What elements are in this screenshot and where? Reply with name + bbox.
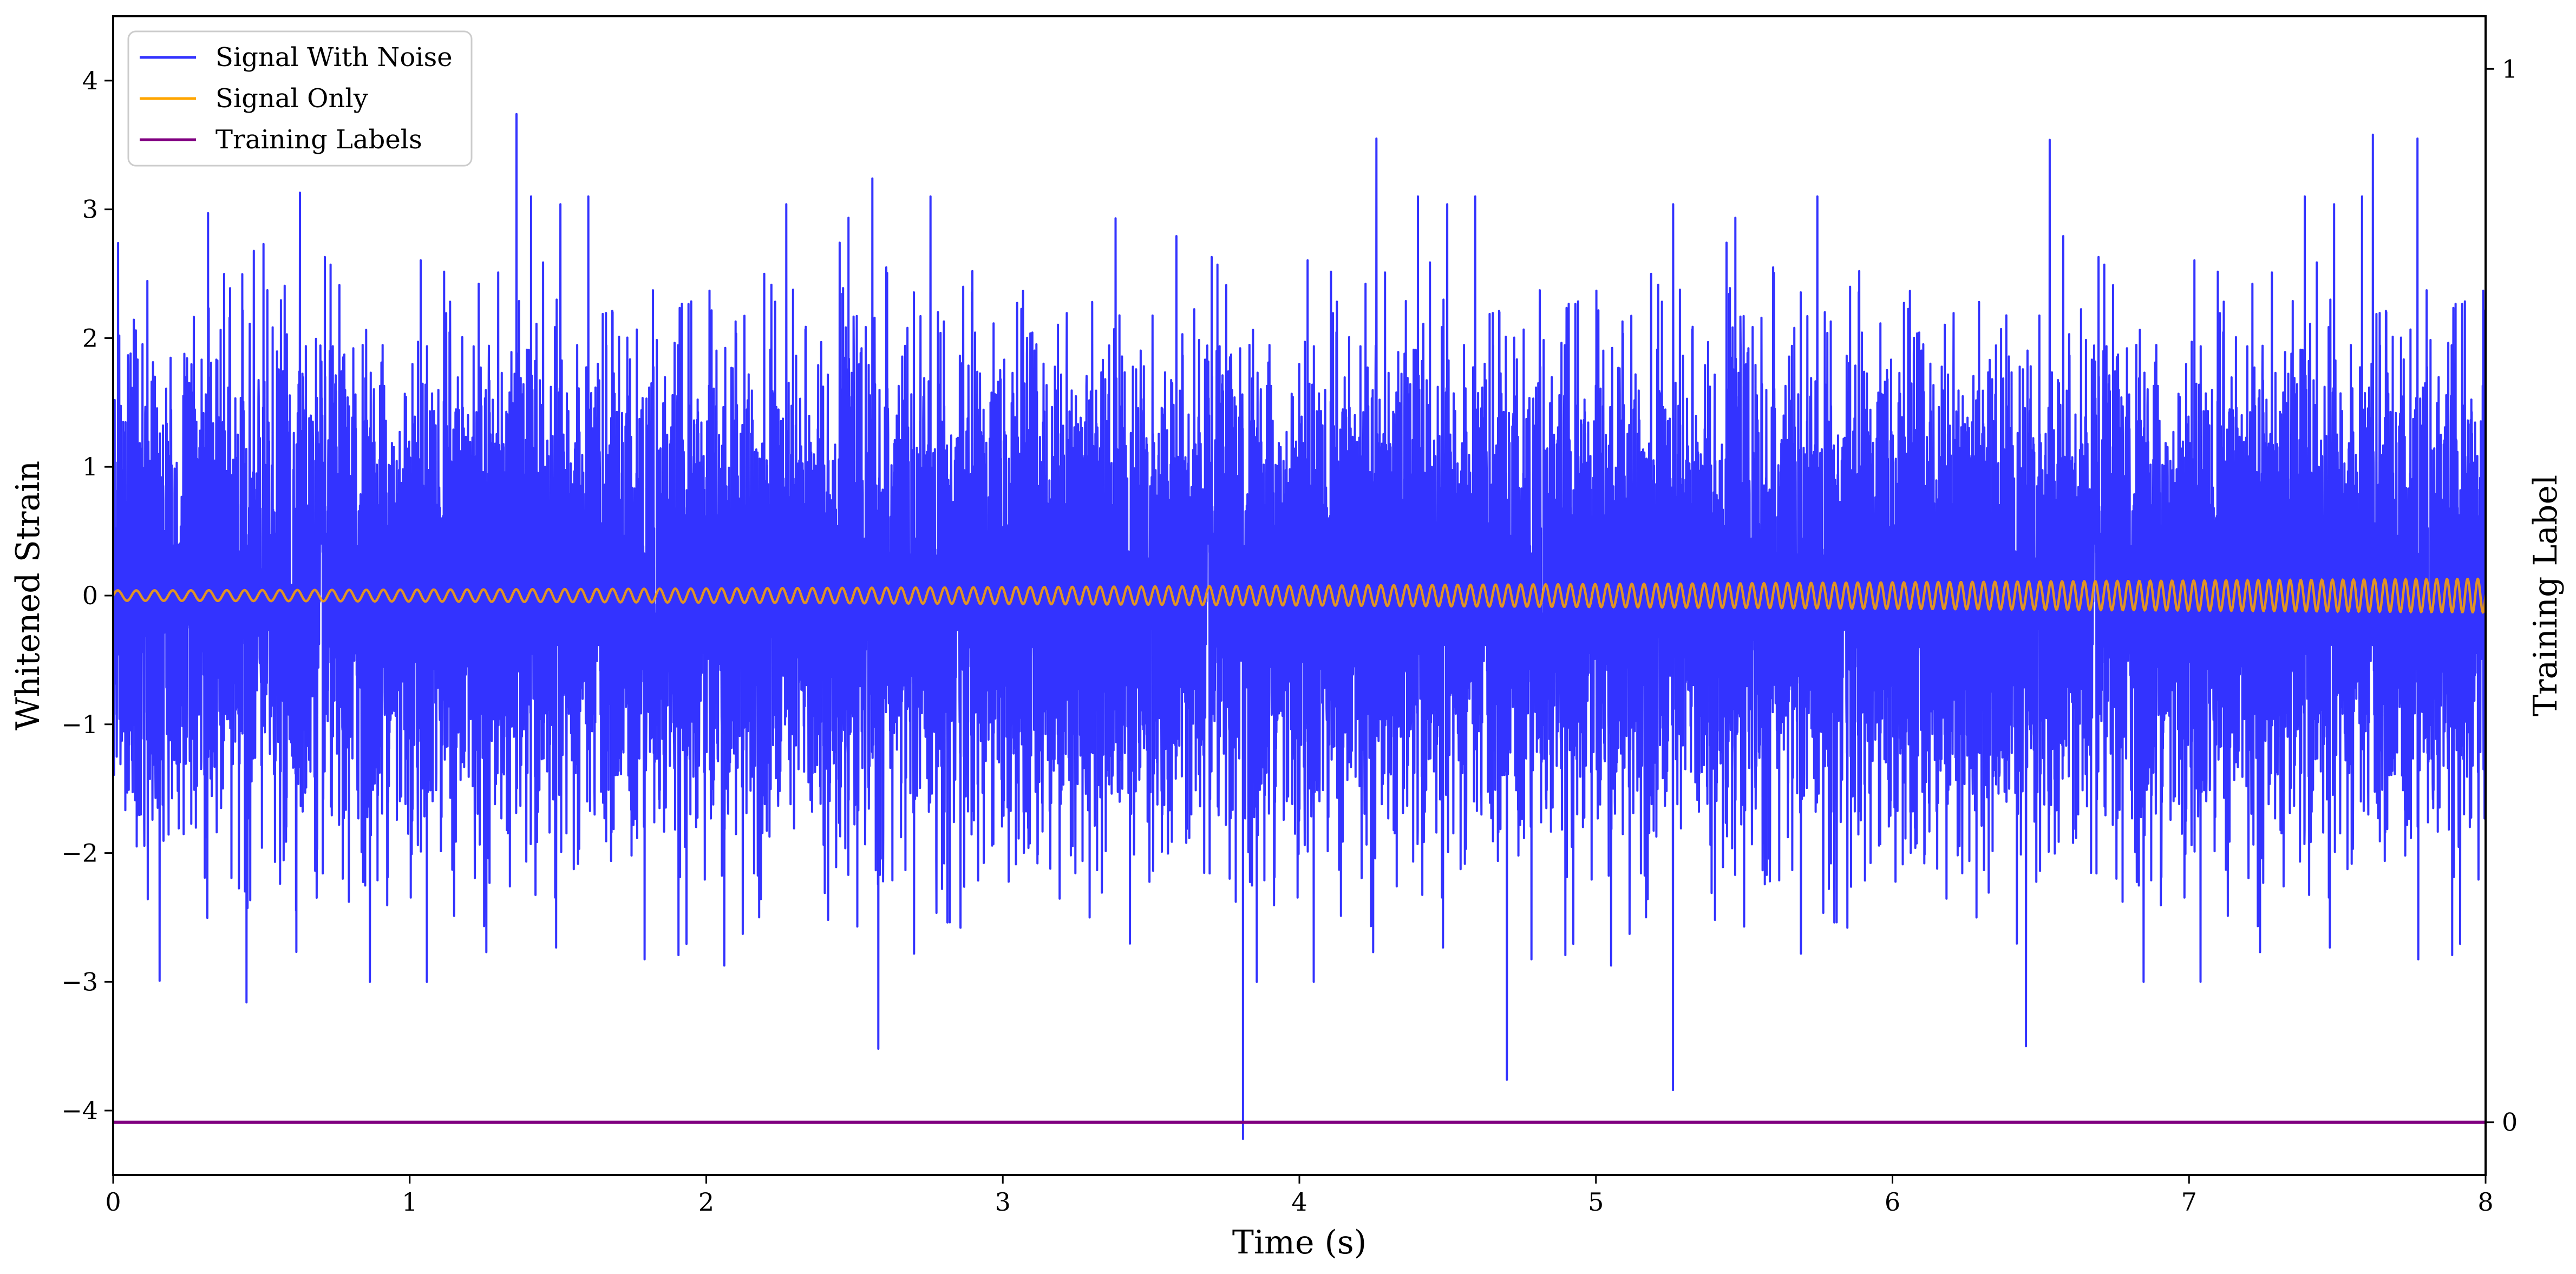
legend-label-training-labels: Training Labels <box>215 125 422 155</box>
right-axis-label: Training Label <box>2527 475 2565 716</box>
x-tick-label: 1 <box>402 1187 417 1217</box>
x-tick-label: 6 <box>1885 1187 1900 1217</box>
y-tick-label: −4 <box>61 1096 98 1125</box>
right-tick-label: 1 <box>2502 54 2518 83</box>
x-tick-label: 5 <box>1588 1187 1604 1217</box>
y-tick-label: 1 <box>82 452 98 481</box>
x-axis-ticks: 0 1 2 3 4 5 6 7 8 <box>105 1175 2494 1217</box>
x-tick-label: 2 <box>698 1187 714 1217</box>
x-axis-label: Time (s) <box>1232 1224 1367 1262</box>
x-tick-label: 3 <box>995 1187 1011 1217</box>
y-tick-label: 0 <box>82 581 98 610</box>
y-tick-label: −3 <box>61 967 98 996</box>
series-layer <box>113 113 2486 1140</box>
series-signal-with-noise <box>113 113 2486 1140</box>
y-tick-label: −2 <box>61 839 98 868</box>
x-tick-label: 4 <box>1291 1187 1307 1217</box>
legend-label-signal-with-noise: Signal With Noise <box>215 42 453 73</box>
x-tick-label: 7 <box>2181 1187 2197 1217</box>
right-axis-ticks: 01 <box>2486 54 2518 1137</box>
y-tick-label: 2 <box>82 323 98 352</box>
y-axis-label: Whitened Strain <box>9 461 47 730</box>
right-tick-label: 0 <box>2502 1108 2518 1137</box>
legend-box <box>127 30 473 167</box>
y-tick-label: 3 <box>82 195 98 224</box>
legend-label-signal-only: Signal Only <box>215 83 368 114</box>
y-tick-label: 4 <box>82 66 98 95</box>
y-axis-ticks: −4 −3 −2 −1 0 1 2 3 4 <box>61 66 113 1125</box>
x-tick-label: 8 <box>2477 1187 2493 1217</box>
y-tick-label: −1 <box>61 710 98 739</box>
series-signal-only <box>113 577 2486 614</box>
legend: Signal With Noise Signal Only Training L… <box>127 30 473 167</box>
x-tick-label: 0 <box>105 1187 121 1217</box>
